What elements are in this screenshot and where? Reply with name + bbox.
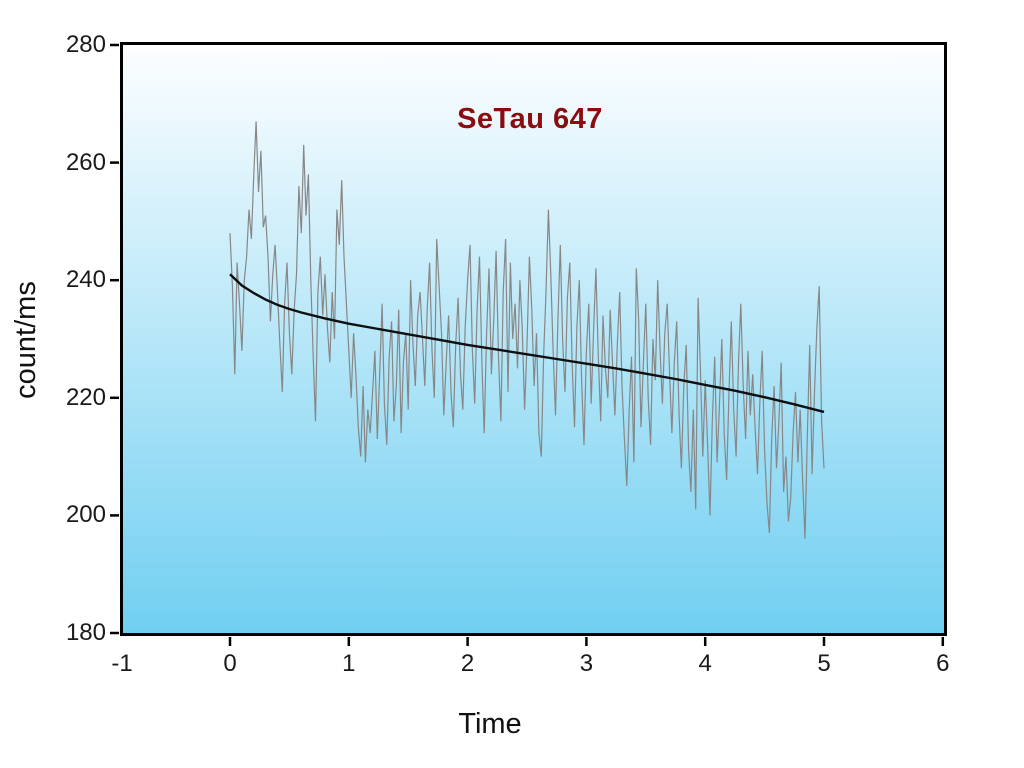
- y-tick-label: 180: [65, 619, 106, 646]
- y-tick-label: 280: [65, 31, 106, 58]
- chart-title: SeTau 647: [457, 103, 603, 135]
- x-tick-label: 6: [936, 650, 950, 677]
- x-tick-label: 3: [579, 650, 594, 677]
- x-tick-label: 2: [460, 650, 475, 677]
- y-tick-label: 220: [65, 383, 106, 411]
- x-axis-title: Time: [458, 708, 522, 740]
- x-tick-label: 0: [223, 650, 237, 677]
- x-tick-label: -1: [111, 650, 133, 677]
- x-tick-label: 5: [817, 650, 831, 677]
- y-tick-label: 260: [65, 148, 106, 176]
- y-tick-label: 200: [65, 501, 106, 529]
- x-tick-label: 1: [342, 650, 356, 677]
- x-tick-label: 4: [698, 650, 712, 677]
- y-tick-label: 240: [65, 266, 106, 294]
